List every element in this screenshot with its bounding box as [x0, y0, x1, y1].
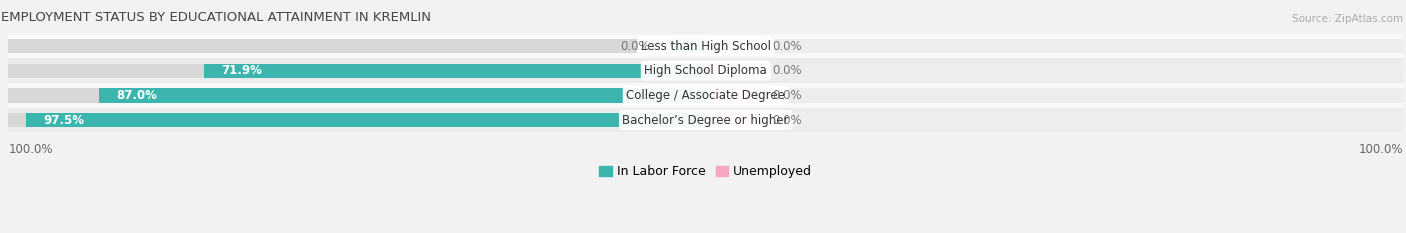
Bar: [98, 88, 706, 103]
Text: 100.0%: 100.0%: [1358, 143, 1403, 156]
Bar: [204, 64, 706, 78]
Bar: [706, 113, 762, 127]
Bar: [671, 39, 706, 53]
Text: 100.0%: 100.0%: [8, 143, 53, 156]
Bar: [8, 64, 706, 78]
Bar: [8, 39, 706, 53]
Text: 0.0%: 0.0%: [772, 113, 801, 127]
Bar: [706, 39, 1403, 53]
Text: EMPLOYMENT STATUS BY EDUCATIONAL ATTAINMENT IN KREMLIN: EMPLOYMENT STATUS BY EDUCATIONAL ATTAINM…: [1, 11, 432, 24]
Bar: [8, 34, 1403, 58]
Bar: [8, 88, 706, 103]
Text: 0.0%: 0.0%: [772, 89, 801, 102]
Bar: [706, 88, 762, 103]
Text: 97.5%: 97.5%: [44, 113, 84, 127]
Bar: [706, 113, 1403, 127]
Bar: [706, 64, 762, 78]
Text: High School Diploma: High School Diploma: [644, 64, 768, 77]
Text: 71.9%: 71.9%: [222, 64, 263, 77]
Bar: [25, 113, 706, 127]
Bar: [8, 113, 706, 127]
Bar: [8, 58, 1403, 83]
Legend: In Labor Force, Unemployed: In Labor Force, Unemployed: [595, 160, 817, 183]
Bar: [706, 88, 1403, 103]
Bar: [706, 39, 762, 53]
Text: 0.0%: 0.0%: [620, 40, 650, 53]
Text: 87.0%: 87.0%: [117, 89, 157, 102]
Text: Bachelor’s Degree or higher: Bachelor’s Degree or higher: [623, 113, 789, 127]
Text: Source: ZipAtlas.com: Source: ZipAtlas.com: [1292, 14, 1403, 24]
Bar: [706, 64, 1403, 78]
Bar: [8, 108, 1403, 132]
Text: College / Associate Degree: College / Associate Degree: [626, 89, 785, 102]
Text: 0.0%: 0.0%: [772, 40, 801, 53]
Text: Less than High School: Less than High School: [641, 40, 770, 53]
Bar: [8, 83, 1403, 108]
Text: 0.0%: 0.0%: [772, 64, 801, 77]
